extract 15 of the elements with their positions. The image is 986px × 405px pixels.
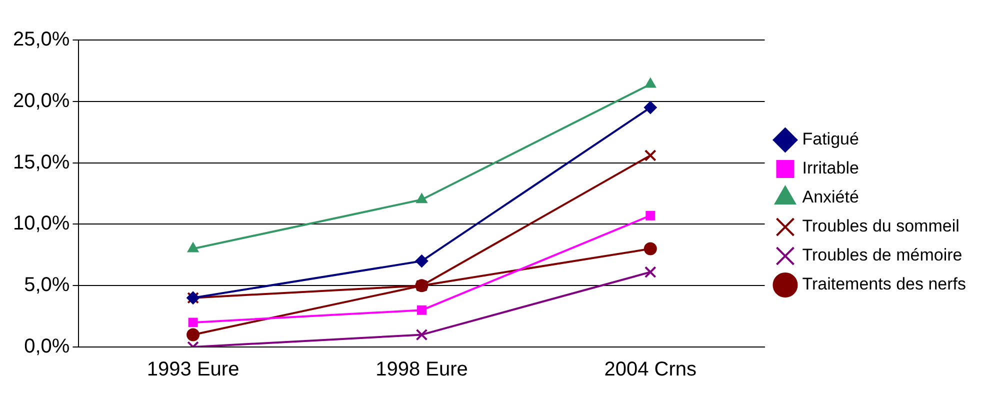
y-tick-label: 5,0% [24, 274, 70, 296]
y-tick-label: 15,0% [12, 151, 70, 174]
y-tick-label: 10,0% [12, 212, 70, 235]
y-tick-label: 0,0% [24, 336, 70, 358]
legend-label: Anxiété [802, 188, 859, 207]
y-tick-label: 20,0% [12, 90, 70, 112]
y-tick-label: 25,0% [12, 28, 70, 51]
legend-label: Fatigué [802, 130, 859, 149]
legend-label: Traitements des nerfs [802, 274, 966, 294]
legend-label: Troubles du sommeil [802, 216, 960, 236]
legend-label: Troubles de mémoire [802, 246, 962, 265]
x-tick-label: 1993 Eure [146, 358, 240, 381]
x-tick-label: 1998 Eure [376, 358, 468, 381]
x-tick-label: 2004 Crns [604, 358, 697, 381]
legend-label: Irritable [802, 158, 859, 178]
